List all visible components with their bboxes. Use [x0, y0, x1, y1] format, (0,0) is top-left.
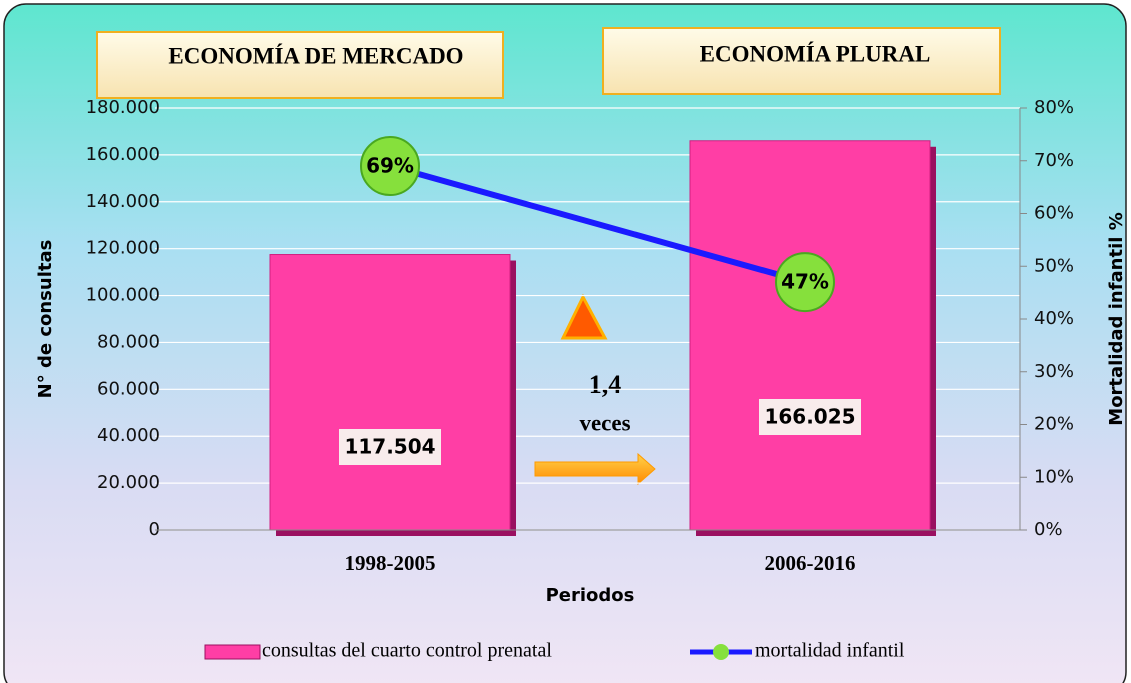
y2-tick-label: 10% [1034, 466, 1074, 487]
legend-swatch [204, 644, 261, 660]
x-tick-label: 1998-2005 [345, 551, 436, 575]
line [389, 163, 806, 285]
y2-tick-label: 80% [1034, 97, 1074, 118]
legend-label: consultas del cuarto control prenatal [262, 640, 552, 662]
y-tick-label: 100.000 [86, 285, 160, 306]
x-axis-label: Periodos [546, 585, 635, 606]
value-label: 69% [366, 154, 414, 178]
y2-tick-label: 70% [1034, 150, 1074, 171]
annotation: ECONOMÍA PLURAL [700, 41, 931, 66]
y-tick-label: 60.000 [97, 378, 160, 399]
title-box [602, 27, 1001, 95]
triangle-icon [560, 293, 608, 340]
y-tick-label: 20.000 [97, 472, 160, 493]
y2-tick-label: 30% [1034, 361, 1074, 382]
x-tick-label: 2006-2016 [765, 551, 856, 575]
y2-tick-label: 50% [1034, 255, 1074, 276]
value-label-box [337, 427, 443, 467]
y-tick-label: 140.000 [86, 191, 160, 212]
y-tick-label: 180.000 [86, 97, 160, 118]
y-axis-label: N° de consultas [35, 240, 56, 399]
annotation: ECONOMÍA DE MERCADO [168, 43, 463, 68]
value-label: 166.025 [764, 405, 855, 429]
legend-label: mortalidad infantil [755, 640, 905, 662]
marker [775, 252, 835, 313]
marker [360, 136, 420, 197]
frame [3, 3, 1127, 683]
y-tick-label: 40.000 [97, 425, 160, 446]
y-tick-label: 120.000 [86, 238, 160, 259]
y-tick-label: 160.000 [86, 144, 160, 165]
value-label: 117.504 [344, 435, 435, 459]
legend-swatch [713, 644, 729, 660]
y2-axis-label: Mortalidad infantil % [1106, 212, 1127, 425]
annotation: 1,4 [589, 370, 622, 399]
value-label-box [757, 397, 863, 437]
y2-tick-label: 60% [1034, 203, 1074, 224]
bar [689, 140, 931, 531]
value-label: 47% [781, 270, 829, 294]
y2-tick-label: 20% [1034, 414, 1074, 435]
y-tick-label: 80.000 [97, 331, 160, 352]
bar [269, 254, 511, 531]
annotation: veces [579, 410, 630, 435]
y2-tick-label: 0% [1034, 519, 1063, 540]
title-box [96, 31, 504, 99]
y-tick-label: 0 [149, 519, 160, 540]
arrow-icon [534, 452, 656, 486]
y2-tick-label: 40% [1034, 308, 1074, 329]
